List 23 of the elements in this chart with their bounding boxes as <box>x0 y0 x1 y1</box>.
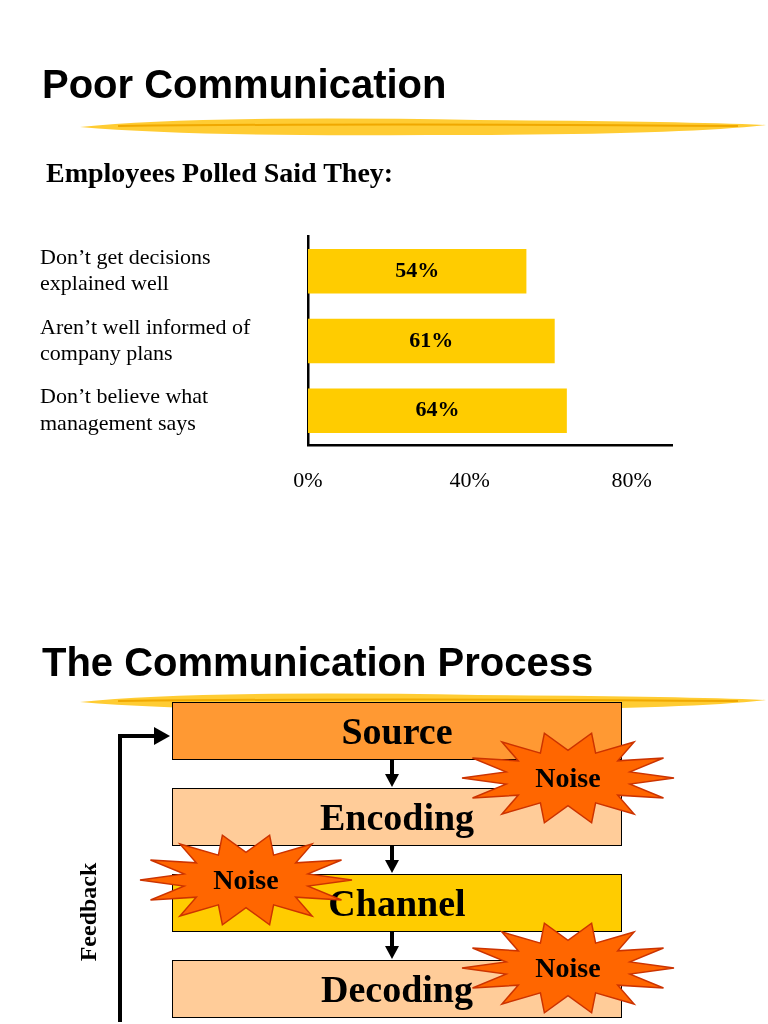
data-label: 54% <box>395 256 440 282</box>
text: Noise <box>535 952 601 984</box>
data-label: 64% <box>415 396 460 422</box>
x-tick-label: 40% <box>449 466 490 492</box>
bar <box>308 388 567 434</box>
x-tick-label: 80% <box>611 466 652 492</box>
bar <box>308 248 527 294</box>
y-tick-label: Don’t get decisions explained well <box>40 243 211 296</box>
text: The Communication Process <box>42 640 594 685</box>
text: Encoding <box>319 796 475 838</box>
x-tick-label: 0% <box>293 466 323 492</box>
text: Source <box>172 702 622 760</box>
y-tick-label: Aren’t well informed of company plans <box>40 313 252 365</box>
text: Noise <box>535 762 601 794</box>
y-tick-label: Don’t believe what management says <box>40 383 209 435</box>
text: Decoding <box>321 968 473 1010</box>
data-label: 61% <box>409 326 454 352</box>
text: Noise <box>213 864 279 896</box>
bar <box>308 318 555 364</box>
chart-title: Poor Communication <box>42 62 447 107</box>
text: Feedback <box>74 862 102 962</box>
text: Channel <box>328 882 466 924</box>
chart-subtitle: Employees Polled Said They: <box>46 157 394 189</box>
